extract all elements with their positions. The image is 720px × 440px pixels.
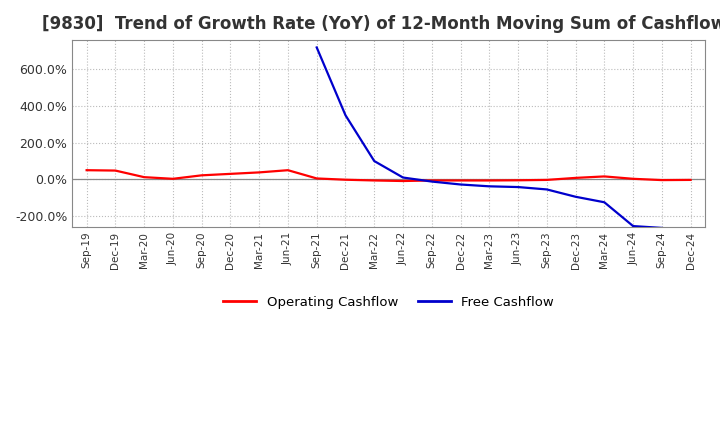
Legend: Operating Cashflow, Free Cashflow: Operating Cashflow, Free Cashflow xyxy=(218,290,559,314)
Title: [9830]  Trend of Growth Rate (YoY) of 12-Month Moving Sum of Cashflows: [9830] Trend of Growth Rate (YoY) of 12-… xyxy=(42,15,720,33)
